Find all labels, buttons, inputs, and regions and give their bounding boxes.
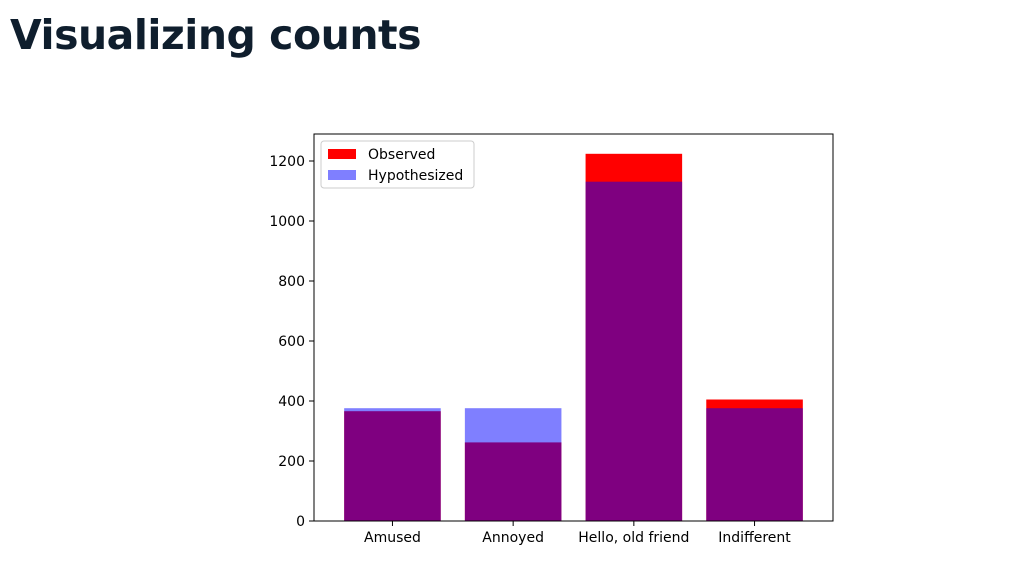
y-tick-label-0: 0 [296,514,305,530]
x-tick-label-3: Indifferent [718,530,791,546]
legend-label-observed: Observed [368,147,435,163]
x-tick-label-2: Hello, old friend [578,530,689,546]
plot-bars [344,153,803,522]
x-tick-label-0: Amused [364,530,421,546]
slide-title: Visualizing counts [10,11,422,59]
y-tick-label-5: 1000 [269,214,305,230]
plot-frame [313,133,834,522]
bar-hypothesized-0 [344,408,441,521]
y-tick-label-3: 600 [278,334,305,350]
legend-box [320,140,475,189]
axes: 0 200 400 600 800 1000 1200 Amused Annoyed Hello,… [269,133,834,546]
y-tick-label-2: 400 [278,394,305,410]
legend-swatch-hypothesized [328,170,356,180]
y-tick-label-1: 200 [278,454,305,470]
chart-legend: Observed Hypothesized [320,140,475,189]
y-tick-label-6: 1200 [269,154,305,170]
y-tick-label-4: 800 [278,274,305,290]
bar-hypothesized-3 [706,408,803,521]
bar-hypothesized-2 [585,181,683,521]
legend-label-hypothesized: Hypothesized [368,168,463,184]
x-tick-label-1: Annoyed [482,530,544,546]
bar-hypothesized-1 [464,408,562,521]
legend-swatch-observed [328,149,356,159]
